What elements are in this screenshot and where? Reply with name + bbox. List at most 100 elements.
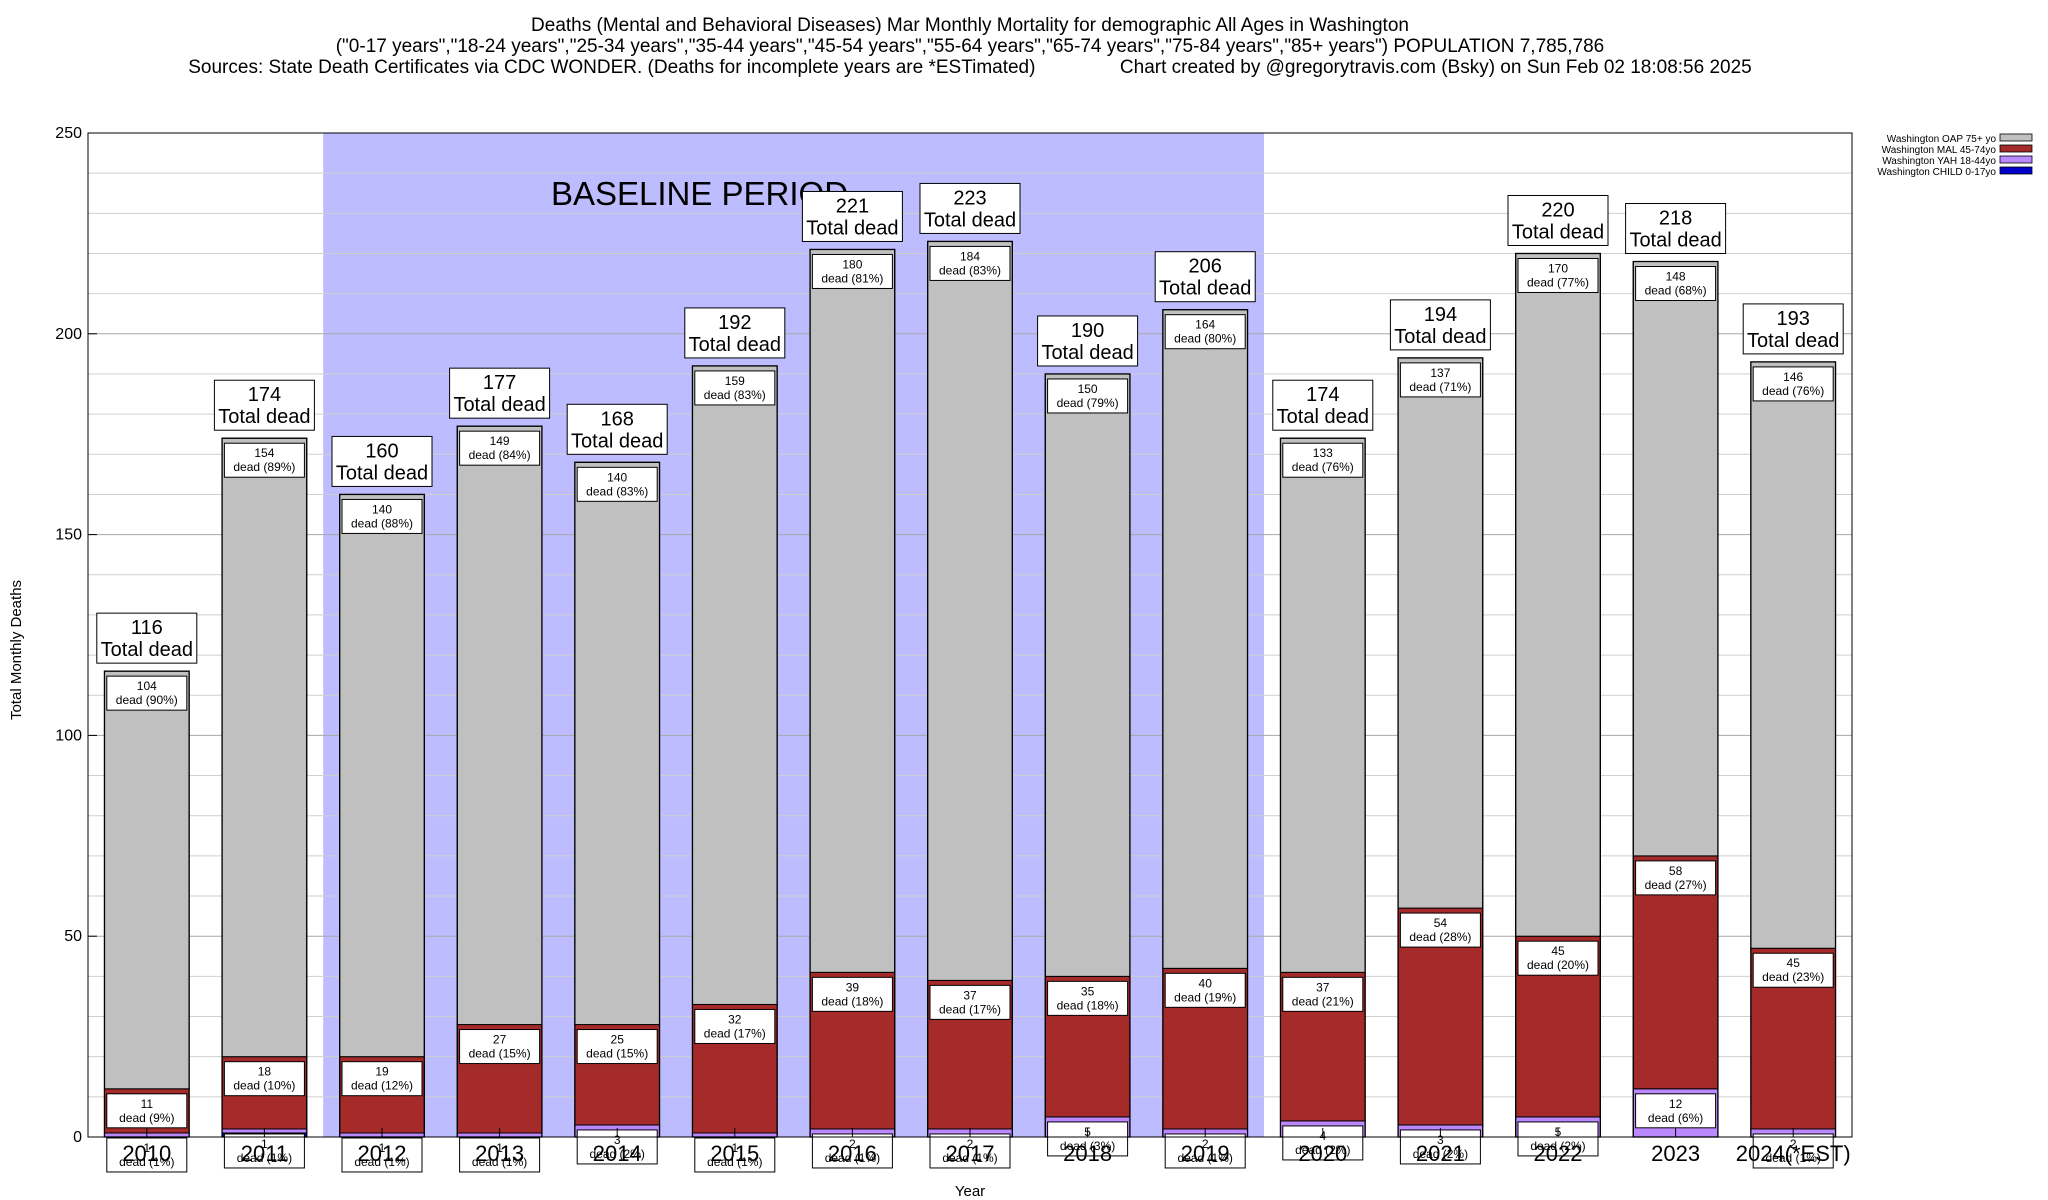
segment-label-line: dead (15%) bbox=[586, 1047, 648, 1061]
total-label-box bbox=[1037, 315, 1139, 367]
segment-label: 18 dead (10%) bbox=[233, 1065, 295, 1093]
segment-label-box bbox=[1752, 952, 1834, 988]
segment-label-box bbox=[576, 466, 658, 502]
segment-label: 19 dead (12%) bbox=[351, 1065, 413, 1093]
segment-label: 1 dead (1%) bbox=[237, 1137, 292, 1165]
bar-segment bbox=[927, 240, 1013, 981]
segment-label: 39 dead (18%) bbox=[821, 980, 883, 1008]
segment-label-line: dead (17%) bbox=[939, 1002, 1001, 1016]
segment-label-line: 27 bbox=[493, 1033, 507, 1047]
x-tick-label: 2021 bbox=[1416, 1141, 1465, 1166]
segment-label-box bbox=[1635, 860, 1717, 896]
segment-label-line: 146 bbox=[1783, 370, 1803, 384]
chart-title-line-2: ("0-17 years","18-24 years","25-34 years… bbox=[336, 36, 1605, 57]
segment-label-line: 1 bbox=[261, 1137, 268, 1151]
total-label-suffix: Total dead bbox=[1629, 230, 1721, 252]
segment-label: 2 dead (1%) bbox=[825, 1137, 880, 1165]
x-tick-label: 2023 bbox=[1651, 1141, 1700, 1166]
x-tick-label: 2018 bbox=[1063, 1141, 1112, 1166]
total-label-suffix: Total dead bbox=[453, 394, 545, 416]
segment-label: 37 dead (21%) bbox=[1292, 980, 1354, 1008]
segment-label-line: 11 bbox=[141, 1097, 154, 1111]
segment-label-box bbox=[694, 1008, 776, 1044]
segment-label: 35 dead (18%) bbox=[1057, 984, 1119, 1012]
segment-label-box bbox=[459, 1029, 541, 1065]
segment-label-line: dead (77%) bbox=[1527, 275, 1589, 289]
total-label: 116 bbox=[131, 617, 163, 639]
segment-label-line: dead (76%) bbox=[1762, 384, 1824, 398]
y-tick-label: 250 bbox=[55, 125, 82, 142]
total-label-box bbox=[1742, 303, 1844, 355]
segment-label-box bbox=[1047, 980, 1129, 1016]
segment-label-line: dead (21%) bbox=[1292, 994, 1354, 1008]
segment-label: 133 dead (76%) bbox=[1292, 446, 1354, 474]
segment-label-box bbox=[341, 498, 423, 534]
x-tick-label: 2016 bbox=[828, 1141, 877, 1166]
segment-label-box bbox=[223, 442, 305, 478]
segment-label-line: 35 bbox=[1081, 984, 1095, 998]
bar-segment bbox=[1515, 252, 1601, 937]
x-tick-label: 2024(*EST) bbox=[1736, 1141, 1851, 1166]
segment-label-box bbox=[1517, 940, 1599, 976]
segment-label: 148 dead (68%) bbox=[1645, 270, 1707, 298]
legend-entry-label: Washington CHILD 0-17yo bbox=[1877, 167, 1996, 178]
total-label: 193 bbox=[1777, 308, 1810, 330]
bar-segment bbox=[1162, 309, 1249, 969]
segment-label-line: dead (89%) bbox=[233, 460, 295, 474]
segment-label-box bbox=[929, 1133, 1011, 1169]
x-tick-label: 2010 bbox=[122, 1141, 171, 1166]
bar-segment bbox=[809, 248, 896, 973]
segment-label: 1 dead (1%) bbox=[472, 1141, 527, 1169]
total-label-box bbox=[919, 182, 1021, 234]
segment-label-line: 3 bbox=[1437, 1133, 1444, 1147]
segment-label-line: dead (1%) bbox=[472, 1155, 527, 1169]
segment-label-line: dead (88%) bbox=[351, 516, 413, 530]
segment-label-line: 148 bbox=[1666, 270, 1686, 284]
total-label-suffix: Total dead bbox=[689, 334, 781, 356]
segment-label-box bbox=[1635, 266, 1717, 302]
segment-label-line: 149 bbox=[490, 434, 510, 448]
segment-label: 1 dead (1%) bbox=[119, 1141, 174, 1169]
segment-label-box bbox=[576, 1029, 658, 1065]
x-tick-label: 2017 bbox=[946, 1141, 995, 1166]
legend-entry-label: Washington YAH 18-44yo bbox=[1882, 156, 1996, 167]
segment-label-line: 39 bbox=[846, 980, 860, 994]
total-label-suffix: Total dead bbox=[101, 639, 193, 661]
total-label-box bbox=[449, 367, 551, 419]
total-label: 174 bbox=[248, 384, 281, 406]
segment-label: 159 dead (83%) bbox=[704, 374, 766, 402]
total-label-box bbox=[1389, 299, 1491, 351]
segment-label-line: 1 bbox=[143, 1141, 150, 1155]
segment-label-line: 3 bbox=[614, 1133, 621, 1147]
bar-segment bbox=[221, 437, 308, 1058]
segment-label: 3 dead (2%) bbox=[590, 1133, 645, 1161]
segment-label: 137 dead (71%) bbox=[1409, 366, 1471, 394]
segment-label: 154 dead (89%) bbox=[233, 446, 295, 474]
segment-label-line: dead (1%) bbox=[237, 1151, 292, 1165]
total-label: 190 bbox=[1071, 320, 1104, 342]
chart-title-line-1: Deaths (Mental and Behavioral Diseases) … bbox=[531, 15, 1409, 36]
y-tick-label: 50 bbox=[64, 928, 82, 945]
segment-label-box bbox=[1282, 442, 1364, 478]
segment-label-line: 45 bbox=[1551, 944, 1565, 958]
total-label: 194 bbox=[1424, 304, 1457, 326]
segment-label-line: dead (10%) bbox=[233, 1079, 295, 1093]
legend-swatch bbox=[1999, 144, 2033, 153]
segment-label-line: dead (83%) bbox=[939, 263, 1001, 277]
segment-label-box bbox=[459, 430, 541, 466]
segment-label-box bbox=[106, 1093, 188, 1129]
chart-title: Deaths (Mental and Behavioral Diseases) … bbox=[188, 15, 1752, 78]
legend-entry-label: Washington MAL 45-74yo bbox=[1882, 145, 1997, 156]
segment-label-line: 140 bbox=[607, 470, 627, 484]
segment-label-line: dead (90%) bbox=[116, 693, 178, 707]
segment-label-line: dead (1%) bbox=[1178, 1151, 1233, 1165]
segment-label-box bbox=[1517, 1121, 1599, 1157]
segment-label-box bbox=[1047, 1121, 1129, 1157]
segment-label-line: 32 bbox=[728, 1012, 742, 1026]
segment-label-line: 2 bbox=[1202, 1137, 1209, 1151]
segment-label-line: dead (81%) bbox=[821, 271, 883, 285]
segment-label-line: dead (9%) bbox=[119, 1111, 174, 1125]
